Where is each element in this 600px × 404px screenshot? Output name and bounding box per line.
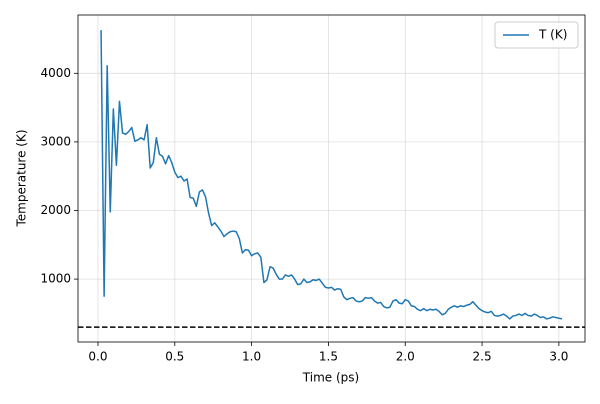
x-tick-label: 1.0 xyxy=(242,350,261,364)
x-tick-label: 0.0 xyxy=(88,350,107,364)
plot-frame xyxy=(77,14,586,343)
legend-label: T (K) xyxy=(538,28,567,42)
y-tick-label: 4000 xyxy=(40,66,71,80)
y-tick-label: 2000 xyxy=(40,203,71,217)
x-tick-label: 2.5 xyxy=(473,350,492,364)
x-tick-label: 2.0 xyxy=(396,350,415,364)
y-tick-label: 3000 xyxy=(40,134,71,148)
data-line xyxy=(100,30,563,320)
x-tick-label: 3.0 xyxy=(549,350,568,364)
legend-box xyxy=(494,21,579,49)
x-tick-label: 1.5 xyxy=(319,350,338,364)
x-tick-label: 0.5 xyxy=(165,350,184,364)
x-axis-label: Time (ps) xyxy=(302,371,359,385)
y-tick-label: 1000 xyxy=(40,272,71,286)
y-axis-label: Temperature (K) xyxy=(15,129,29,227)
